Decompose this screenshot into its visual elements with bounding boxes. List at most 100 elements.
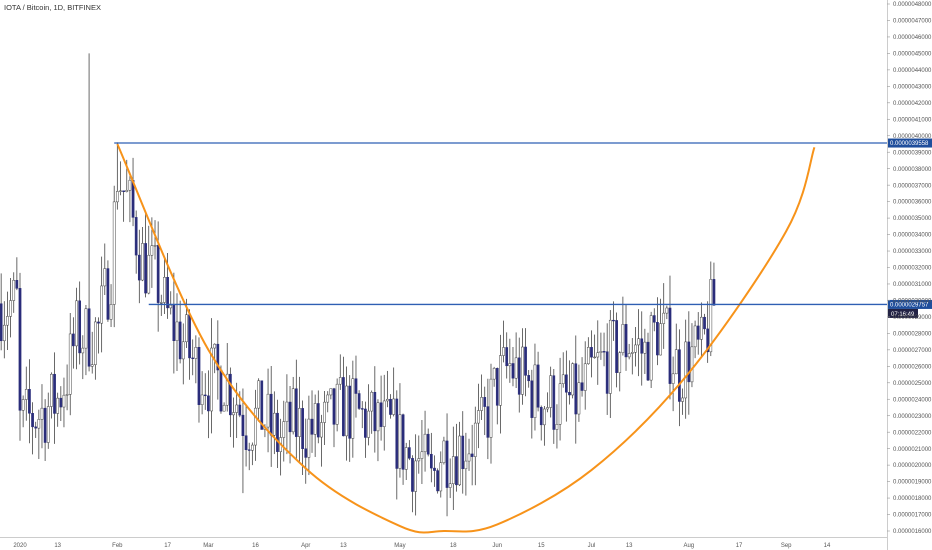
candle-body: [398, 414, 402, 469]
price-tick-label: 0.0000048000: [893, 2, 932, 8]
candle-body: [181, 341, 185, 360]
candle-body: [543, 408, 546, 426]
price-tick-label: 0.0000030000: [893, 299, 932, 305]
candle: [656, 297, 659, 366]
price-tick-label: 0.0000021000: [893, 447, 932, 453]
candle-body: [492, 368, 496, 380]
candle: [480, 374, 483, 420]
time-tick-label: Apr: [301, 543, 310, 549]
candle-body: [188, 314, 191, 359]
price-tick-label: 0.0000047000: [893, 19, 932, 25]
candle-body: [408, 447, 411, 459]
price-tick-label: 0.0000044000: [893, 68, 932, 74]
candle-body: [97, 321, 100, 324]
candle: [210, 318, 213, 434]
candle-body: [703, 316, 706, 330]
candle-body: [646, 341, 650, 381]
candle: [543, 405, 546, 446]
candle: [508, 338, 512, 383]
candle-body: [696, 325, 700, 340]
candle-body: [392, 398, 396, 415]
candle: [674, 323, 678, 375]
candle-body: [627, 353, 631, 358]
candle-body: [690, 346, 694, 383]
candle: [84, 305, 88, 376]
candle-body: [580, 382, 584, 391]
candle-body: [50, 373, 53, 407]
candle-body: [46, 406, 50, 443]
candle-body: [100, 285, 103, 324]
candle: [552, 368, 556, 444]
time-tick-label: 13: [626, 543, 633, 549]
price-tick-label: 0.0000042000: [893, 101, 932, 107]
candle: [288, 386, 292, 464]
candle-body: [379, 402, 383, 427]
candle: [229, 367, 232, 438]
candle-body: [495, 368, 499, 406]
candle-body: [68, 333, 72, 395]
candle-body: [219, 369, 223, 412]
candle-body: [700, 316, 703, 340]
candle: [618, 351, 622, 392]
candle: [94, 317, 97, 380]
time-tick-label: 18: [450, 543, 457, 549]
candle: [103, 243, 107, 296]
candle-body: [643, 341, 647, 354]
candle-body: [272, 412, 276, 436]
candle-body: [665, 307, 669, 314]
candle: [662, 283, 666, 349]
candle: [191, 339, 195, 376]
countdown-label: 07:16:49: [891, 312, 915, 318]
candle: [608, 310, 612, 418]
candle-body: [81, 347, 85, 354]
candle-body: [106, 268, 110, 320]
candle: [392, 367, 396, 417]
candle-body: [439, 462, 443, 492]
candle: [696, 312, 700, 355]
price-tick-label: 0.0000028000: [893, 331, 932, 337]
candle: [6, 291, 9, 351]
candle: [46, 392, 50, 449]
candle: [627, 343, 631, 360]
candle-body: [671, 373, 675, 384]
candle-body: [555, 424, 559, 430]
candle-body: [59, 397, 63, 408]
candle-body: [442, 440, 446, 464]
candle: [612, 301, 615, 341]
candle: [599, 332, 603, 360]
candle-body: [266, 393, 270, 428]
candle: [2, 301, 6, 359]
candle-body: [486, 406, 490, 438]
candle: [659, 298, 662, 356]
price-axis[interactable]: 0.0000048000 0.0000047000 0.0000046000 0.00…: [887, 0, 932, 550]
candle-body: [624, 324, 628, 358]
candle-body: [251, 444, 254, 451]
candle-body: [291, 388, 295, 433]
candle: [194, 335, 198, 384]
candle-body: [31, 413, 34, 428]
candle-body: [423, 433, 427, 453]
candle: [668, 275, 672, 400]
candle-body: [574, 363, 578, 415]
candle-body: [338, 377, 342, 385]
candle: [703, 313, 706, 335]
candle-body: [147, 254, 151, 294]
price-tag-label: 0.0000029757: [890, 303, 929, 309]
candle-body: [247, 449, 251, 451]
candle-body: [34, 426, 38, 429]
candle-body: [134, 217, 138, 256]
candle: [9, 278, 12, 338]
candle: [602, 332, 606, 367]
candle: [115, 142, 119, 210]
candle-body: [593, 356, 596, 359]
candle-body: [521, 346, 524, 395]
candle-body: [608, 319, 612, 394]
price-tick-label: 0.0000040000: [893, 134, 932, 140]
candle: [580, 357, 584, 397]
candle-body: [615, 320, 618, 373]
time-axis[interactable]: 2020 13 Feb 17 Mar 16 Apr 13 May 18 Jun 15 Jul 13 Aug 1…: [0, 537, 887, 550]
candle-body: [216, 343, 220, 371]
price-tick-label: 0.0000037000: [893, 183, 932, 189]
price-tick-label: 0.0000039000: [893, 150, 932, 156]
